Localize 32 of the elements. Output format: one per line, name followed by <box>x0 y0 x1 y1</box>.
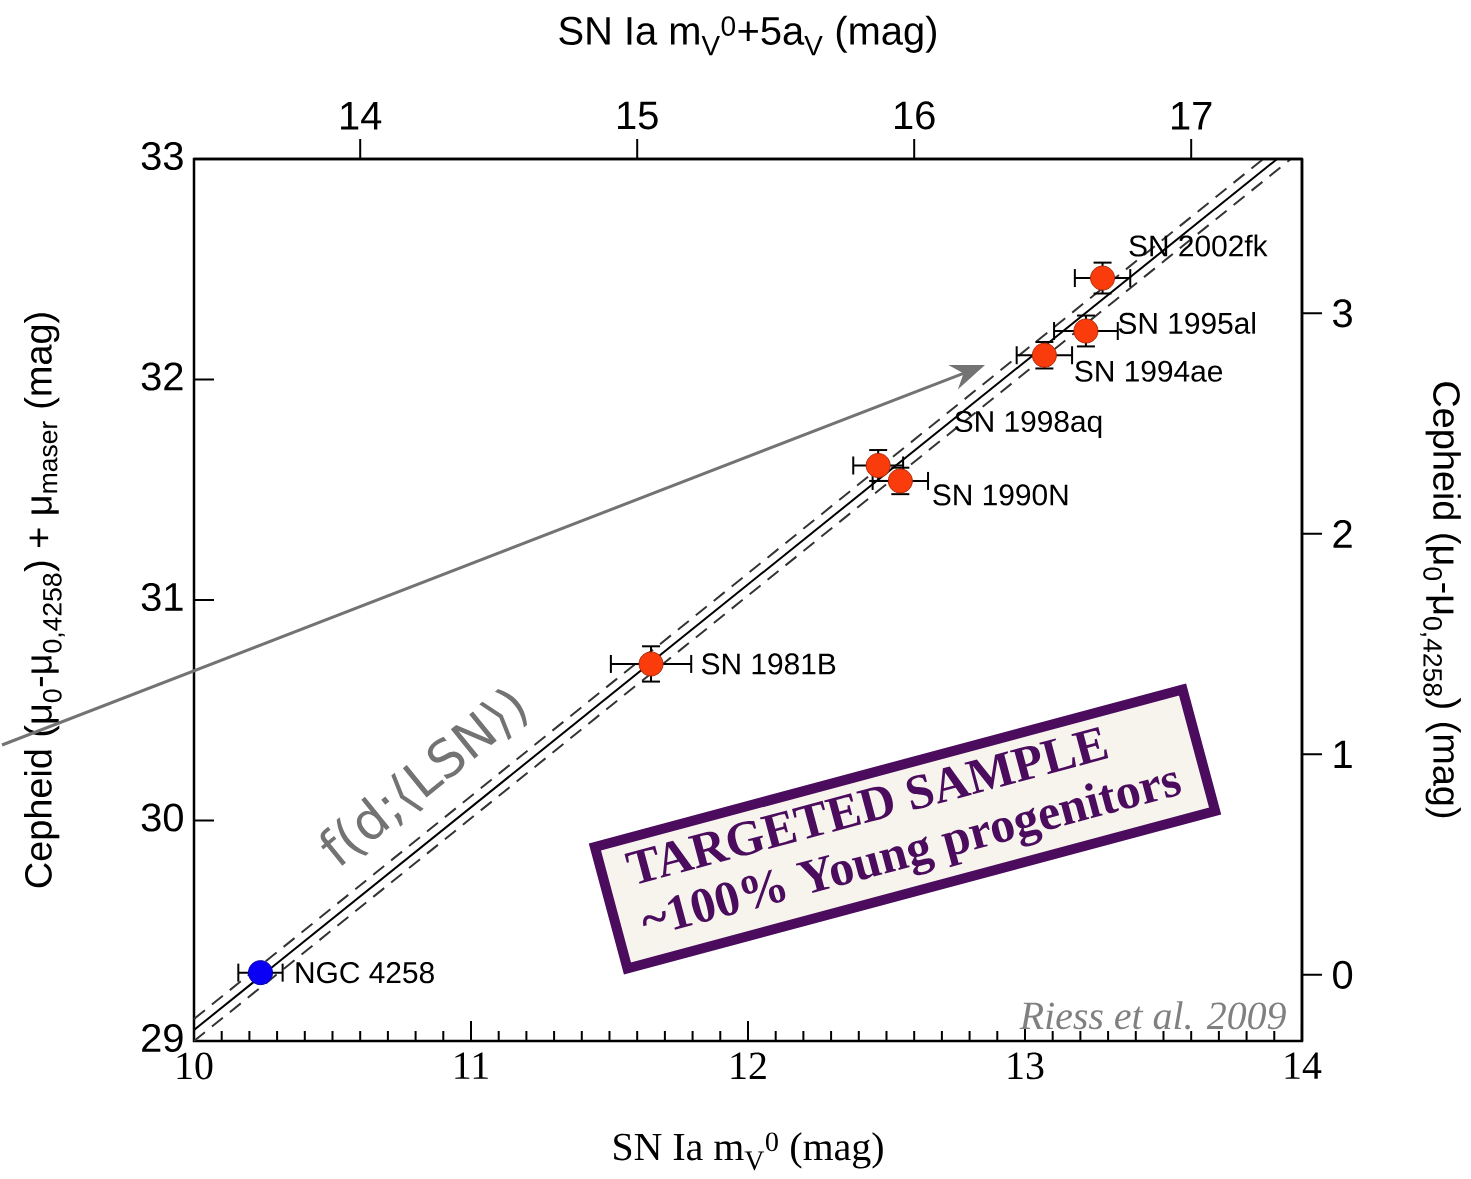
annotation: SN 1990N <box>933 484 1068 506</box>
x2-tick-label: 16 <box>895 101 935 130</box>
x-tick-label: 11 <box>455 1052 488 1079</box>
annotation: SN 1998aq <box>955 410 1102 438</box>
y-tick-label: 32 <box>141 362 183 391</box>
annotation: SN 2002fk <box>1129 234 1268 257</box>
x-tick-label: 13 <box>1008 1052 1044 1080</box>
annotation: SN 1981B <box>701 653 836 675</box>
x-axis-title: SN Ia m$_{V}$$^{0}$ (mag) <box>614 1132 883 1171</box>
point <box>247 960 273 986</box>
y2-axis-title: Cepheid (μ$_{0}$-μ$_{0,4258}$) (mag) <box>1420 382 1461 818</box>
y-tick-label: 31 <box>141 582 183 612</box>
annotation: NGC 4258 <box>296 962 434 984</box>
y2-tick-label: 1 <box>1334 740 1352 769</box>
annotation: Riess et al. 2009 <box>1019 1001 1286 1030</box>
y-tick-label: 30 <box>141 803 183 832</box>
y-axis-title: Cepheid (μ$_{0}$-μ$_{0,4258}$) + μ$_{maser}$ (mag) <box>24 313 65 888</box>
annotation: SN 1994ae <box>1075 360 1223 382</box>
x2-axis-title: SN Ia m$_{V}$$^{0}$+5a$_{V}$ (mag) <box>559 15 936 56</box>
x2-tick-label: 17 <box>1172 102 1212 130</box>
y2-tick-label: 0 <box>1333 960 1353 989</box>
x-tick-label: 12 <box>731 1052 766 1079</box>
x-tick-label: 10 <box>177 1052 213 1080</box>
y2-tick-label: 2 <box>1333 519 1352 548</box>
y2-tick-label: 3 <box>1333 299 1352 328</box>
x2-tick-label: 14 <box>341 102 382 130</box>
x-tick-label: 14 <box>1285 1052 1322 1079</box>
x2-tick-label: 15 <box>618 101 658 130</box>
y-tick-label: 33 <box>141 141 183 171</box>
point <box>638 651 664 677</box>
y-tick-label: 29 <box>142 1023 183 1053</box>
annotation: SN 1995al <box>1118 312 1255 334</box>
